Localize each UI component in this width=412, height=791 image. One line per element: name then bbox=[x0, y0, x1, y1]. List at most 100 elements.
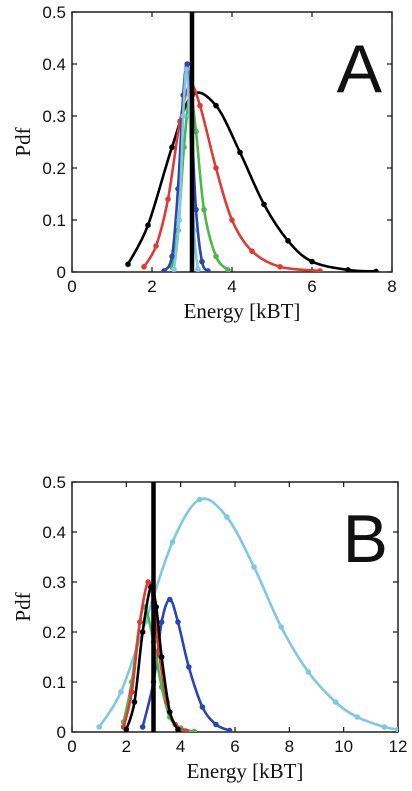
series-point-0 bbox=[213, 102, 219, 109]
series-point-0 bbox=[196, 496, 203, 503]
series-point-0 bbox=[169, 144, 175, 150]
series-point-3 bbox=[161, 268, 167, 272]
x-tick-label: 6 bbox=[307, 277, 316, 296]
series-point-3 bbox=[205, 268, 211, 272]
series-point-0 bbox=[373, 268, 379, 272]
series-point-4 bbox=[167, 709, 173, 715]
series-point-4 bbox=[195, 266, 201, 272]
series-point-0 bbox=[381, 724, 388, 730]
series-point-4 bbox=[123, 726, 130, 732]
series-point-4 bbox=[139, 629, 146, 635]
chart-panel-b: 0 2 4 6 8 10 12 0 0.1 0.2 0.3 0.4 0.5 B Energy [kBT] Pd… bbox=[11, 473, 408, 783]
series-point-1 bbox=[213, 721, 219, 728]
x-tick-label: 2 bbox=[147, 277, 156, 296]
x-tick-label: 4 bbox=[176, 737, 185, 756]
x-tick-label: 6 bbox=[230, 737, 239, 756]
series-point-2 bbox=[201, 206, 207, 213]
x-tick-label: 0 bbox=[67, 737, 76, 756]
series-point-3 bbox=[199, 258, 205, 265]
series-point-1 bbox=[277, 264, 283, 270]
x-tick-label: 4 bbox=[227, 277, 236, 296]
y-tick-label: 0.5 bbox=[42, 3, 66, 22]
y-axis-label: Pdf bbox=[11, 127, 35, 156]
series-point-4 bbox=[180, 113, 186, 119]
series-point-0 bbox=[345, 267, 351, 272]
series-point-2 bbox=[225, 267, 231, 272]
series-point-0 bbox=[118, 689, 124, 695]
x-tick-label: 2 bbox=[122, 737, 131, 756]
series-point-1 bbox=[197, 102, 203, 109]
series-line-1 bbox=[142, 83, 321, 272]
y-tick-label: 0.4 bbox=[42, 55, 66, 74]
series-point-0 bbox=[395, 726, 398, 732]
y-tick-label: 0 bbox=[57, 723, 66, 742]
series-point-4 bbox=[171, 266, 177, 272]
x-axis-label: Energy [kBT] bbox=[184, 299, 301, 323]
series-point-3 bbox=[193, 206, 199, 213]
series-point-0 bbox=[332, 699, 339, 705]
panel-letter: B bbox=[343, 501, 388, 577]
series-point-0 bbox=[125, 261, 131, 268]
panel-letter: A bbox=[337, 31, 383, 107]
series-point-2 bbox=[193, 128, 199, 135]
series-point-0 bbox=[309, 258, 315, 265]
y-tick-label: 0.1 bbox=[42, 211, 66, 230]
series-point-1 bbox=[158, 619, 165, 625]
series-point-1 bbox=[199, 704, 206, 710]
x-axis-label: Energy [kBT] bbox=[187, 759, 304, 783]
series-point-1 bbox=[213, 165, 219, 171]
series-point-0 bbox=[305, 669, 312, 675]
series-point-0 bbox=[278, 624, 284, 630]
series-point-3 bbox=[145, 579, 151, 585]
series-point-1 bbox=[165, 196, 171, 202]
series-point-3 bbox=[169, 253, 175, 260]
y-tick-label: 0.5 bbox=[42, 473, 66, 492]
series-point-0 bbox=[261, 201, 267, 208]
chart-panel-a: 0 2 4 6 8 0 0.1 0.2 0.3 0.4 0.5 A Energy [kBT] Pdf bbox=[11, 3, 397, 323]
y-tick-label: 0.1 bbox=[42, 673, 66, 692]
series-point-4 bbox=[158, 654, 165, 660]
y-tick-label: 0.3 bbox=[42, 573, 66, 592]
x-tick-label: 0 bbox=[67, 277, 76, 296]
series-point-3 bbox=[183, 728, 189, 732]
series-point-3 bbox=[128, 689, 135, 695]
series-group bbox=[125, 61, 379, 272]
series-point-0 bbox=[145, 222, 151, 228]
series-point-4 bbox=[176, 217, 182, 223]
y-tick-label: 0.2 bbox=[42, 623, 66, 642]
series-point-3 bbox=[184, 61, 190, 67]
series-point-1 bbox=[229, 217, 235, 223]
series-point-3 bbox=[137, 619, 143, 625]
y-axis-label: Pdf bbox=[11, 592, 35, 621]
series-point-1 bbox=[186, 664, 192, 670]
y-tick-label: 0 bbox=[57, 263, 66, 282]
series-point-1 bbox=[167, 596, 173, 603]
series-point-1 bbox=[153, 243, 159, 249]
series-point-4 bbox=[131, 699, 138, 705]
series-point-1 bbox=[249, 248, 255, 254]
series-point-0 bbox=[251, 564, 257, 570]
x-tick-label: 8 bbox=[285, 737, 294, 756]
series-point-1 bbox=[317, 268, 323, 272]
y-tick-label: 0.4 bbox=[42, 523, 66, 542]
y-tick-label: 0.2 bbox=[42, 159, 66, 178]
series-point-4 bbox=[175, 726, 181, 732]
x-tick-label: 12 bbox=[389, 737, 408, 756]
series-point-1 bbox=[139, 724, 146, 730]
x-tick-label: 10 bbox=[334, 737, 353, 756]
series-point-0 bbox=[237, 149, 243, 156]
series-point-1 bbox=[226, 727, 233, 732]
series-point-0 bbox=[96, 724, 102, 730]
series-line-0 bbox=[126, 91, 377, 272]
series-point-0 bbox=[224, 514, 230, 520]
series-point-1 bbox=[175, 619, 181, 625]
series-point-4 bbox=[183, 66, 190, 72]
x-tick-label: 8 bbox=[387, 277, 396, 296]
series-point-2 bbox=[191, 728, 198, 732]
series-point-2 bbox=[213, 253, 219, 260]
series-point-0 bbox=[354, 714, 361, 720]
series-point-1 bbox=[141, 264, 147, 270]
series-point-0 bbox=[285, 238, 291, 244]
series-point-0 bbox=[169, 539, 176, 545]
